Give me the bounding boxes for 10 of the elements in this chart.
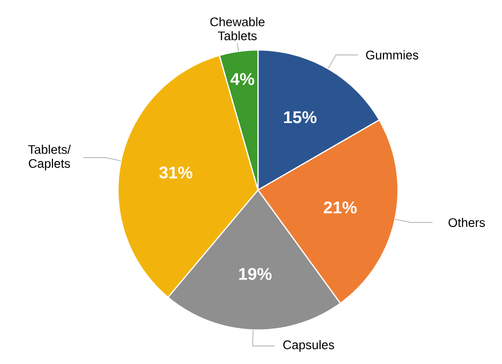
- slice-label: Tablets/ Caplets: [28, 144, 71, 170]
- slice-label: Others: [448, 218, 485, 228]
- data-label: 21%: [324, 201, 357, 214]
- slice-label: Capsules: [283, 340, 334, 352]
- slice-label: Chewable Tablets: [210, 17, 265, 40]
- slice-label: Gummies: [366, 50, 418, 60]
- data-label: 4%: [230, 73, 254, 86]
- data-label: 19%: [239, 268, 272, 280]
- data-label: 31%: [159, 166, 192, 179]
- data-label: 15%: [284, 111, 316, 124]
